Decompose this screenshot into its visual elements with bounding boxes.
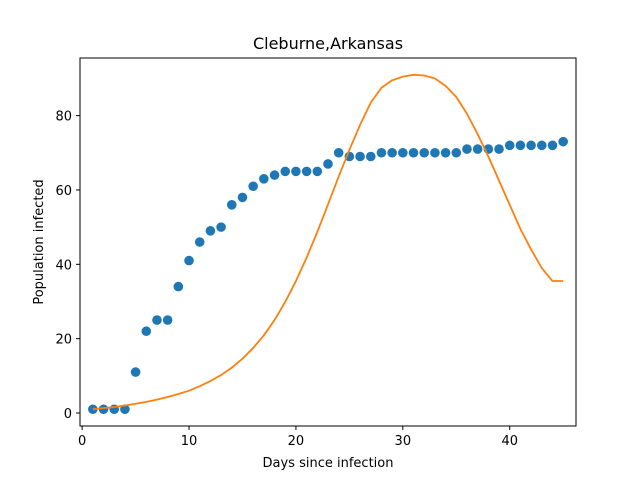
data-point	[333, 147, 344, 158]
data-point	[462, 144, 472, 154]
data-point	[291, 166, 301, 177]
x-axis-label: Days since infection	[263, 456, 394, 471]
data-point	[536, 140, 547, 151]
data-point	[88, 404, 98, 415]
data-point	[430, 147, 440, 158]
data-point	[226, 200, 237, 210]
data-point	[98, 404, 109, 415]
data-point	[558, 136, 568, 147]
data-point	[408, 147, 419, 158]
x-tick-label: 30	[395, 434, 412, 449]
x-tick-label: 40	[501, 434, 518, 449]
data-point	[312, 166, 323, 177]
data-point	[301, 166, 312, 177]
data-point	[237, 192, 248, 203]
data-point	[547, 140, 558, 151]
y-tick-label: 80	[55, 110, 72, 125]
x-tick-label: 20	[288, 434, 305, 449]
data-point	[387, 147, 397, 158]
y-tick-label: 40	[55, 258, 72, 273]
data-point	[205, 226, 216, 236]
data-point	[419, 147, 430, 158]
x-tick-label: 0	[78, 434, 86, 449]
data-point	[141, 326, 152, 337]
data-point	[280, 166, 291, 177]
data-point	[130, 367, 141, 377]
data-point	[173, 281, 184, 292]
data-point	[120, 404, 130, 415]
data-point	[515, 140, 526, 151]
data-point	[451, 147, 462, 158]
axes-frame	[79, 57, 577, 427]
data-point	[162, 315, 173, 325]
y-tick-label: 0	[64, 407, 72, 422]
data-point	[494, 144, 504, 154]
data-point	[269, 170, 280, 180]
y-tick-label: 20	[55, 333, 72, 348]
data-point	[194, 237, 205, 247]
data-point	[184, 255, 194, 266]
data-point	[248, 181, 258, 192]
data-point	[365, 151, 376, 162]
data-point	[376, 147, 387, 158]
plot-area	[88, 73, 568, 415]
model-curve-line	[92, 73, 564, 411]
data-point	[440, 147, 451, 158]
data-point	[259, 174, 269, 184]
x-tick-label: 10	[181, 434, 198, 449]
chart-title: Cleburne,Arkansas	[253, 34, 403, 53]
data-point	[216, 222, 226, 232]
y-axis-label: Population infected	[32, 179, 47, 304]
data-point	[526, 140, 536, 151]
axis-ticks: 0 10 20 30 40 0 20 40 60 80	[55, 110, 518, 449]
data-point	[398, 147, 408, 158]
data-point	[355, 151, 365, 162]
data-point	[323, 159, 333, 169]
data-point	[472, 144, 483, 154]
data-point	[504, 140, 515, 151]
data-point	[152, 315, 162, 325]
y-tick-label: 60	[55, 184, 72, 199]
